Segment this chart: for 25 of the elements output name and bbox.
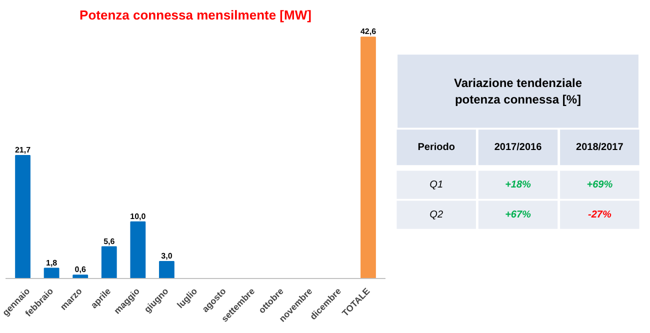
category-label: 2017/2016: [494, 142, 542, 153]
data-label: 5,6: [104, 236, 116, 246]
data-label: 21,7: [14, 146, 32, 155]
category-label: Q1: [430, 179, 444, 190]
data-label: 0,6: [74, 265, 86, 274]
category-label: Q2: [430, 209, 444, 220]
text: +67%: [505, 209, 531, 220]
text: +69%: [586, 179, 613, 190]
bar: [130, 221, 146, 278]
data-label: 3,0: [161, 252, 173, 261]
text: Variazione tendenziale potenza connessa [%]: [454, 76, 582, 107]
chart-title: Potenza connessa mensilmente [MW]: [80, 8, 312, 22]
text: -27%: [588, 209, 612, 220]
text: Periodo: [418, 142, 455, 153]
data-label: 42,6: [360, 27, 377, 36]
category-label: 2018/2017: [576, 142, 624, 153]
data-label: 1,8: [46, 258, 58, 268]
bar: [15, 155, 30, 278]
bar: [72, 274, 88, 278]
data-label: 10,0: [130, 212, 146, 221]
text: +18%: [505, 179, 531, 190]
bar: [360, 36, 376, 278]
bar: [101, 246, 117, 278]
bar: [44, 268, 60, 278]
bar: [159, 261, 174, 278]
